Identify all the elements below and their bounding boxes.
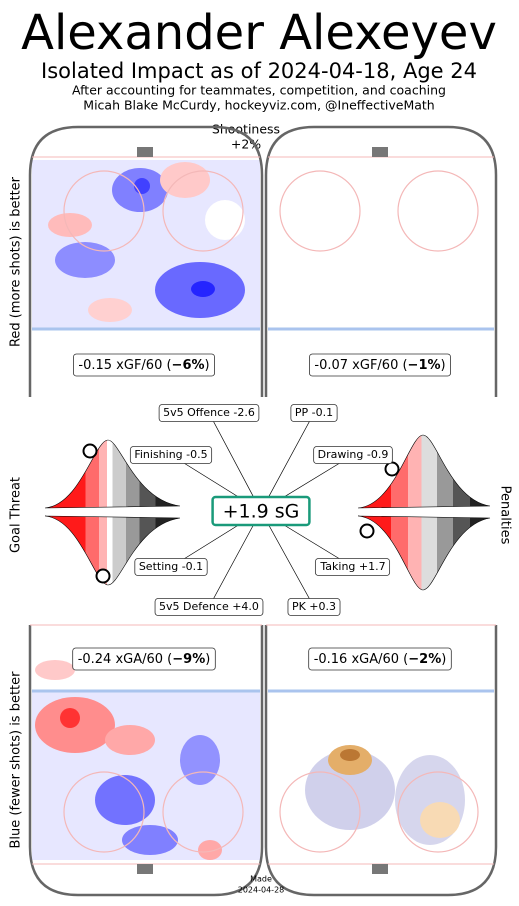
box bbox=[134, 558, 208, 576]
box bbox=[154, 598, 264, 616]
total-label: +1.9 sG bbox=[223, 501, 300, 523]
box bbox=[313, 446, 393, 464]
rink-box-text: -0.15 xGF/60 (−6%) bbox=[78, 358, 209, 373]
rink-box-percent: −9% bbox=[172, 652, 205, 667]
label-box: PP -0.1 bbox=[290, 404, 338, 422]
box bbox=[72, 647, 216, 671]
rink-box-value: -0.16 xGA/60 ( bbox=[314, 652, 409, 667]
label-box: Drawing -0.9 bbox=[313, 446, 393, 464]
rink-box-percent: −1% bbox=[408, 358, 441, 373]
label-box: -0.16 xGA/60 (−2%) bbox=[308, 647, 452, 671]
rink-box-value: -0.15 xGF/60 ( bbox=[78, 358, 171, 373]
rink-box-end: ) bbox=[205, 358, 210, 373]
rink-box-end: ) bbox=[205, 652, 210, 667]
component-label: Drawing -0.9 bbox=[318, 448, 389, 461]
subtitle: Isolated Impact as of 2024-04-18, Age 24 bbox=[41, 59, 477, 83]
box bbox=[211, 495, 311, 527]
component-label: PP -0.1 bbox=[295, 406, 333, 419]
box bbox=[308, 647, 452, 671]
labels: 5v5 Offence -2.6 PP -0.1 Finishing -0.5 Dra… bbox=[72, 353, 452, 671]
heatmap-bottom bbox=[32, 660, 465, 860]
footer-made: Made bbox=[250, 875, 272, 884]
credit: Micah Blake McCurdy, hockeyviz.com, @Ine… bbox=[83, 98, 434, 113]
note: After accounting for teammates, competit… bbox=[72, 83, 446, 98]
side-label: Goal Threat bbox=[9, 477, 24, 553]
rinks bbox=[28, 125, 498, 897]
shootiness-value: +2% bbox=[231, 137, 261, 152]
heatmap-top bbox=[32, 160, 260, 330]
box bbox=[287, 598, 341, 616]
title: Alexander Alexeyev bbox=[21, 5, 497, 61]
box bbox=[290, 404, 338, 422]
component-label: Taking +1.7 bbox=[319, 560, 385, 573]
ray bbox=[260, 510, 315, 608]
rink-box-end: ) bbox=[441, 652, 446, 667]
label-box: +1.9 sG bbox=[211, 495, 311, 527]
label-box: Finishing -0.5 bbox=[129, 446, 213, 464]
label-box: 5v5 Defence +4.0 bbox=[154, 598, 264, 616]
component-label: Finishing -0.5 bbox=[134, 448, 207, 461]
ray bbox=[208, 510, 262, 608]
side-label: Blue (fewer shots) is better bbox=[9, 671, 24, 849]
component-label: PK +0.3 bbox=[292, 600, 336, 613]
distributions bbox=[44, 434, 491, 591]
box bbox=[309, 353, 451, 377]
rink-box-end: ) bbox=[441, 358, 446, 373]
rink-box-value: -0.24 xGA/60 ( bbox=[78, 652, 173, 667]
component-label: 5v5 Offence -2.6 bbox=[163, 406, 255, 419]
label-box: Taking +1.7 bbox=[314, 558, 391, 576]
footer-date: 2024-04-28 bbox=[238, 886, 285, 895]
rink-box-value: -0.07 xGF/60 ( bbox=[314, 358, 407, 373]
component-label: Setting -0.1 bbox=[139, 560, 203, 573]
label-box: -0.15 xGF/60 (−6%) bbox=[73, 353, 215, 377]
label-box: 5v5 Offence -2.6 bbox=[158, 404, 260, 422]
shootiness-label: Shootiness bbox=[212, 122, 280, 137]
side-label: Penalties bbox=[498, 486, 513, 545]
label-box: -0.07 xGF/60 (−1%) bbox=[309, 353, 451, 377]
rink-box-text: -0.16 xGA/60 (−2%) bbox=[314, 652, 447, 667]
rink-box-percent: −2% bbox=[408, 652, 441, 667]
box bbox=[158, 404, 260, 422]
ray bbox=[260, 412, 315, 512]
side-label: Red (more shots) is better bbox=[9, 176, 24, 347]
label-box: Setting -0.1 bbox=[134, 558, 208, 576]
component-label: 5v5 Defence +4.0 bbox=[159, 600, 259, 613]
box bbox=[314, 558, 391, 576]
rink-box-text: -0.24 xGA/60 (−9%) bbox=[78, 652, 211, 667]
ray bbox=[208, 412, 262, 512]
label-box: -0.24 xGA/60 (−9%) bbox=[72, 647, 216, 671]
box bbox=[129, 446, 213, 464]
rink-box-text: -0.07 xGF/60 (−1%) bbox=[314, 358, 445, 373]
label-box: PK +0.3 bbox=[287, 598, 341, 616]
box bbox=[73, 353, 215, 377]
rink-box-percent: −6% bbox=[172, 358, 205, 373]
